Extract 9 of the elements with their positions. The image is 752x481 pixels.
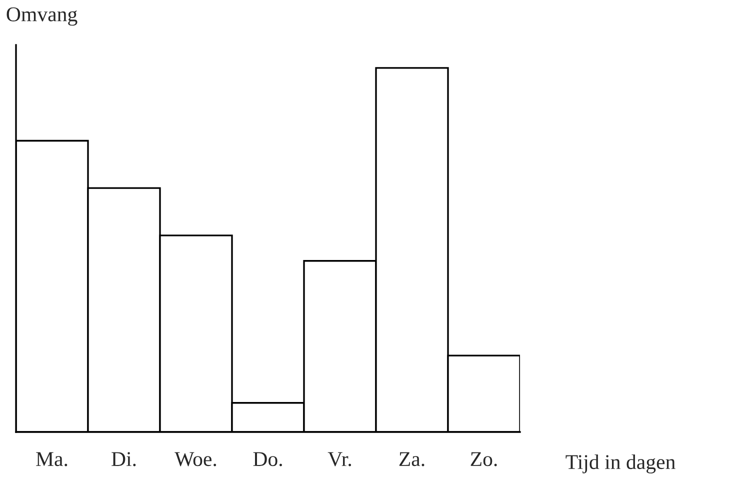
x-tick-label: Do. [253, 452, 282, 466]
x-tick-label: Za. [399, 452, 424, 466]
x-tick-label: Ma. [36, 452, 68, 466]
x-tick-label: Zo. [470, 452, 497, 466]
x-axis-title: Tijd in dagen [566, 454, 676, 474]
x-tick-label: Di. [112, 452, 136, 466]
y-axis-title: Omvang [6, 7, 78, 26]
x-tick-label: Woe. [174, 452, 216, 466]
x-tick-label: Vr. [328, 452, 352, 466]
